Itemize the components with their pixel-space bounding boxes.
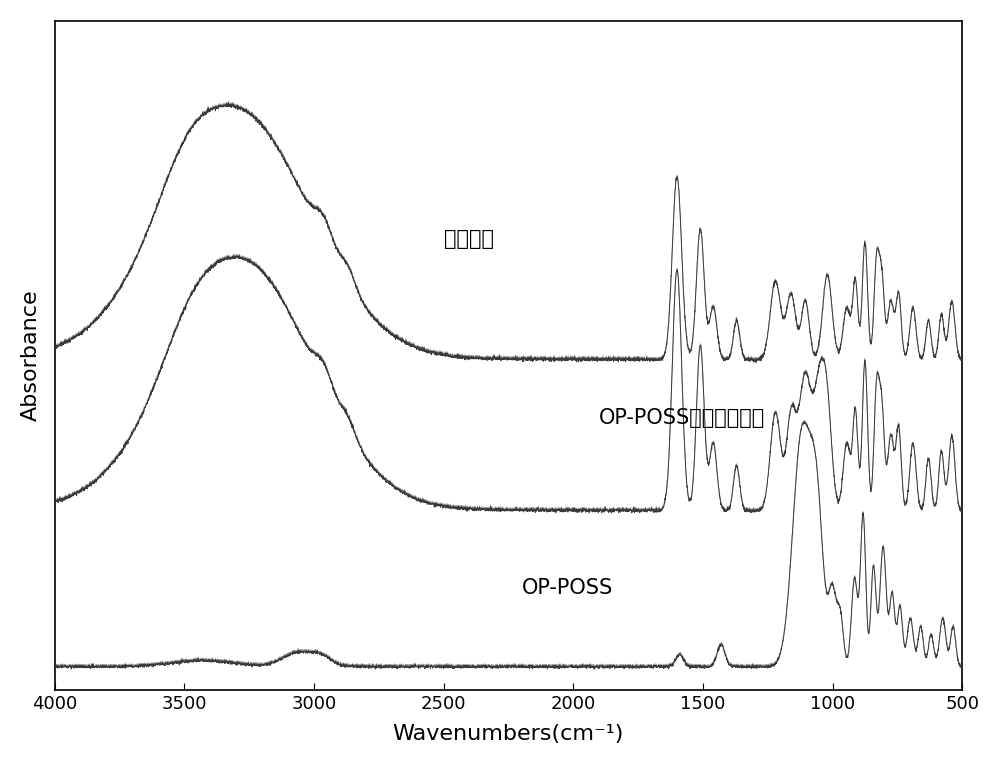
X-axis label: Wavenumbers(cm⁻¹): Wavenumbers(cm⁻¹): [393, 724, 624, 744]
Text: OP-POSS杠化酥醉树脂: OP-POSS杠化酥醉树脂: [599, 408, 765, 428]
Text: 酥醉树脂: 酥醉树脂: [444, 230, 494, 249]
Text: OP-POSS: OP-POSS: [521, 578, 613, 597]
Y-axis label: Absorbance: Absorbance: [21, 290, 41, 422]
